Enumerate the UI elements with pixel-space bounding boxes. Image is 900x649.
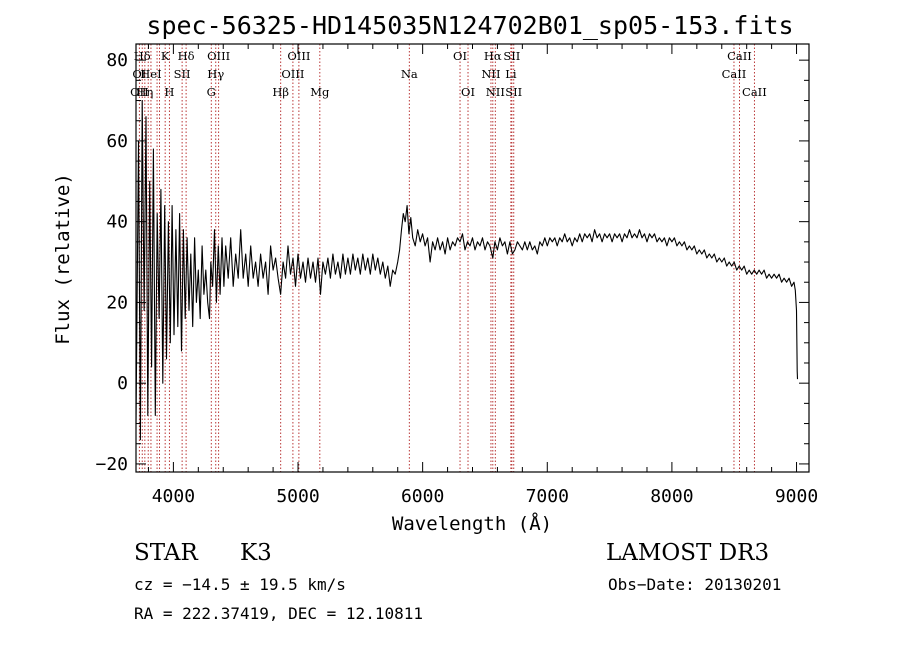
spectral-line-label: CaII xyxy=(742,85,767,99)
y-tick-label: 20 xyxy=(106,292,128,313)
y-tick-label: 80 xyxy=(106,50,128,71)
spectrum-line xyxy=(135,99,799,441)
spectral-line-label: CaII xyxy=(722,67,747,81)
x-tick-label: 7000 xyxy=(526,486,569,507)
spectral-line-label: SII xyxy=(174,67,191,81)
y-tick-label: 60 xyxy=(106,131,128,152)
spectral-line-label: G xyxy=(207,85,216,99)
y-tick-label: 0 xyxy=(117,373,128,394)
spectral-line-label: OI xyxy=(461,85,475,99)
spectral-line-label: Li xyxy=(505,67,517,81)
y-axis: −20 0 20 40 60 80 xyxy=(95,50,809,475)
spectral-line-label: SII xyxy=(505,85,522,99)
y-axis-label: Flux (relative) xyxy=(52,173,74,345)
spectral-line-label: Mg xyxy=(310,85,330,99)
object-class: STAR xyxy=(134,540,198,566)
x-tick-label: 6000 xyxy=(401,486,444,507)
object-subclass: K3 xyxy=(240,540,272,566)
spectral-line-label: NII xyxy=(486,85,505,99)
spectral-line-label: HeI xyxy=(140,67,161,81)
x-tick-label: 8000 xyxy=(650,486,693,507)
survey-name: LAMOST DR3 xyxy=(606,540,770,566)
spectral-line-label: OII xyxy=(130,85,149,99)
plot-frame xyxy=(135,43,810,473)
spectral-line-label: Hβ xyxy=(272,85,289,99)
spectral-line-label: Hα xyxy=(484,49,502,63)
spectral-line-label: Hγ xyxy=(207,67,224,81)
y-tick-label: 40 xyxy=(106,212,128,233)
x-tick-label: 4000 xyxy=(152,486,195,507)
redshift-readout: cz = −14.5 ± 19.5 km/s xyxy=(134,575,346,594)
spectral-line-label: K xyxy=(161,49,170,63)
y-tick-label: −20 xyxy=(95,454,128,475)
chart-title: spec-56325-HD145035N124702B01_sp05-153.f… xyxy=(146,11,793,40)
spectral-line-label: NII xyxy=(481,67,500,81)
spectral-line-label: CaII xyxy=(727,49,752,63)
spectral-line-label: OI xyxy=(453,49,467,63)
x-tick-label: 5000 xyxy=(276,486,319,507)
coordinates-readout: RA = 222.37419, DEC = 12.10811 xyxy=(134,604,423,623)
observation-date: Obs−Date: 20130201 xyxy=(608,575,782,594)
spectral-line-label: Hδ xyxy=(178,49,195,63)
spectral-line-label: OIII xyxy=(207,49,230,63)
x-tick-label: 9000 xyxy=(775,486,818,507)
spectral-line-label: SII xyxy=(503,49,520,63)
spectral-line-label: Hδ xyxy=(134,49,151,63)
spectral-line-label: OIII xyxy=(281,67,304,81)
x-axis: 4000 5000 6000 7000 8000 9000 xyxy=(147,44,818,507)
spectral-line-label: Na xyxy=(401,67,418,81)
x-axis-label: Wavelength (Å) xyxy=(392,512,552,535)
spectral-line-label: H xyxy=(164,85,174,99)
spectral-line-label: OIII xyxy=(287,49,310,63)
spectral-line-label: Hη xyxy=(136,85,153,99)
